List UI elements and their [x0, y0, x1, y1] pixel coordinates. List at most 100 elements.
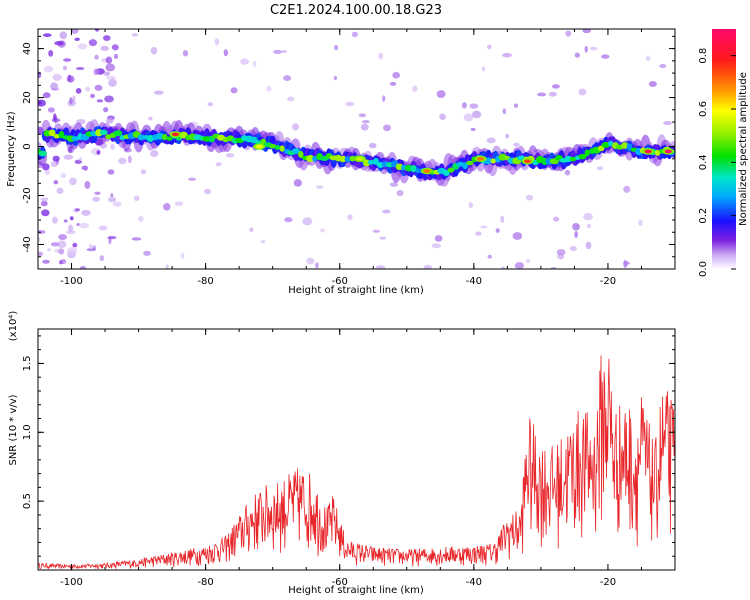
- spectrogram-noise-cell: [396, 190, 404, 197]
- spectrogram-hotspot: [523, 159, 531, 164]
- spectrogram-noise-cell: [60, 173, 67, 179]
- spectrogram-noise-cell: [44, 168, 50, 176]
- spectrogram-core-cell: [621, 142, 629, 149]
- spectrogram-noise-cell: [69, 216, 74, 221]
- spectrogram-core-cell: [312, 156, 318, 162]
- spectrogram-core-cell: [38, 150, 47, 157]
- spectrogram-noise-cell: [585, 241, 592, 250]
- spectrogram-noise-cell: [52, 155, 60, 162]
- spectrogram-noise-cell: [104, 95, 114, 103]
- spectrogram-noise-cell: [582, 29, 591, 34]
- spectrogram-x-tick-label: -60: [332, 276, 348, 287]
- spectrogram-noise-cell: [623, 185, 631, 193]
- spectrogram-noise-cell: [392, 71, 400, 79]
- spectrogram-noise-cell: [583, 212, 593, 221]
- spectrogram-core-cell: [597, 145, 605, 152]
- spectrogram-noise-cell: [292, 123, 299, 131]
- spectrogram-noise-cell: [79, 222, 90, 229]
- spectrogram-noise-cell: [53, 180, 59, 185]
- spectrogram-noise-cell: [81, 209, 91, 216]
- spectrogram-core-cell: [367, 160, 375, 165]
- spectrogram-noise-cell: [85, 86, 91, 92]
- spectrogram-noise-cell: [106, 75, 117, 80]
- spectrogram-noise-cell: [94, 54, 99, 60]
- spectrogram-noise-cell: [57, 240, 67, 248]
- spectrogram-noise-cell: [58, 248, 65, 255]
- spectrogram-noise-cell: [40, 200, 48, 207]
- spectrogram-noise-cell: [75, 87, 82, 94]
- spectrogram-noise-cell: [281, 49, 288, 54]
- spectrogram-noise-cell: [118, 157, 127, 165]
- spectrogram-noise-cell: [63, 219, 68, 223]
- spectrogram-noise-cell: [601, 54, 610, 59]
- spectrogram-noise-cell: [88, 39, 97, 47]
- spectrogram-noise-cell: [574, 231, 579, 238]
- spectrogram-noise-cell: [42, 33, 52, 38]
- spectrogram-noise-cell: [94, 29, 100, 32]
- snr-y-multiplier: (x10⁴): [8, 311, 19, 342]
- spectrogram-y-tick-label: 0: [22, 143, 33, 149]
- spectrogram-noise-cell: [150, 46, 158, 55]
- spectrogram-noise-cell: [320, 228, 325, 233]
- spectrogram-noise-cell: [284, 217, 293, 223]
- spectrogram-noise-cell: [106, 117, 114, 124]
- spectrogram-noise-cell: [54, 41, 64, 46]
- spectrogram-noise-cell: [525, 258, 531, 264]
- spectrogram-noise-cell: [333, 75, 338, 81]
- spectrogram-core-cell: [166, 136, 173, 141]
- spectrogram-noise-cell: [94, 84, 103, 91]
- spectrogram-noise-cell: [66, 75, 75, 83]
- spectrogram-noise-cell: [548, 91, 557, 97]
- spectrogram-noise-cell: [70, 29, 79, 34]
- spectrogram-hotspot: [664, 149, 672, 154]
- spectrogram-noise-cell: [38, 251, 44, 257]
- spectrogram-core-cell: [58, 130, 65, 139]
- spectrogram-noise-cell: [42, 259, 50, 264]
- colorbar-gradient: [712, 29, 736, 269]
- spectrogram-noise-cell: [113, 53, 119, 59]
- spectrogram-noise-cell: [550, 266, 557, 269]
- spectrogram-noise-cell: [143, 250, 151, 256]
- spectrogram-core-cell: [415, 168, 422, 174]
- spectrogram-y-tick-label: -40: [22, 236, 33, 252]
- spectrogram-noise-cell: [556, 249, 566, 256]
- spectrogram-noise-cell: [153, 90, 164, 95]
- spectrogram-noise-cell: [110, 143, 115, 150]
- spectrogram-noise-cell: [108, 78, 117, 87]
- spectrogram-noise-cell: [188, 177, 197, 181]
- spectrogram-noise-cell: [382, 209, 391, 214]
- spectrogram-core-cell: [298, 150, 304, 159]
- spectrogram-noise-cell: [140, 169, 147, 175]
- spectrogram-core-cell: [269, 143, 277, 149]
- spectrogram-noise-cell: [423, 264, 432, 269]
- spectrogram-noise-cell: [110, 193, 114, 197]
- colorbar-tick-label: 0.6: [698, 101, 709, 117]
- spectrogram-noise-cell: [76, 222, 80, 227]
- spectrogram-noise-cell: [41, 163, 50, 171]
- spectrogram-noise-cell: [62, 65, 68, 71]
- spectrogram-noise-cell: [40, 197, 49, 202]
- snr-x-ticks: -100 -80 -60 -40 -20: [37, 329, 676, 588]
- spectrogram-noise-cell: [56, 187, 64, 194]
- spectrogram-noise-cell: [103, 71, 111, 77]
- spectrogram-noise-cell: [461, 102, 467, 109]
- spectrogram-noise-cell: [52, 216, 58, 224]
- spectrogram-noise-cell: [260, 240, 266, 244]
- snr-y-tick-label: 1.5: [22, 355, 33, 371]
- spectrogram-noise-cell: [94, 191, 101, 195]
- spectrogram-noise-cell: [165, 264, 169, 269]
- spectrogram-noise-cell: [98, 225, 108, 231]
- spectrogram-noise-cell: [584, 45, 588, 53]
- spectrogram-noise-cell: [645, 55, 651, 62]
- spectrogram-noise-cell: [487, 44, 492, 50]
- snr-y-label: SNR (10 * v/v): [8, 394, 19, 465]
- spectrogram-noise-cell: [180, 252, 185, 259]
- spectrogram-core-cell: [490, 158, 496, 164]
- spectrogram-core-cell: [71, 136, 80, 141]
- colorbar-tick-label: 0.2: [698, 208, 709, 224]
- spectrogram-noise-cell: [302, 217, 313, 226]
- spectrogram-core-cell: [279, 145, 285, 152]
- spectrogram-core-cell: [373, 157, 379, 166]
- spectrogram-y-tick-label: 20: [22, 91, 33, 104]
- spectrogram-noise-cell: [537, 92, 547, 97]
